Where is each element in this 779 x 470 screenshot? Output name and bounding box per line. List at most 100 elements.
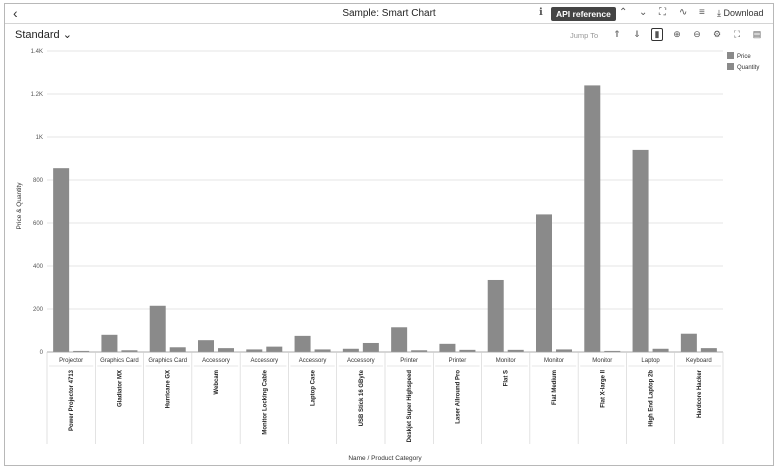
bar-quantity[interactable] xyxy=(266,346,283,352)
chart-settings-icon[interactable]: ⚙ xyxy=(712,29,722,39)
x-name-label: Webcam xyxy=(214,370,220,395)
y-tick-label: 1.4K xyxy=(31,49,43,55)
legend-swatch-quantity xyxy=(727,63,734,70)
x-name-label: High End Laptop 2b xyxy=(649,370,655,427)
legend-swatch-price xyxy=(727,52,734,59)
download-icon: ⤓ xyxy=(717,8,721,18)
x-name-label: Deskjet Super Highspeed xyxy=(407,370,413,443)
x-axis-label: Name / Product Category xyxy=(348,455,422,462)
x-axis: Projector Power Projector 4713 Graphics Ca… xyxy=(46,351,724,444)
fullscreen-icon[interactable]: ⛶ xyxy=(659,7,666,18)
x-category-label: Accessory xyxy=(202,358,230,364)
x-category-label: Monitor xyxy=(496,358,516,364)
bar-price[interactable] xyxy=(391,327,408,352)
bar-quantity[interactable] xyxy=(73,350,90,352)
bar-quantity[interactable] xyxy=(169,347,186,352)
header-bar: ‹ Sample: Smart Chart ℹ API reference ⌃ … xyxy=(5,4,773,24)
fullscreen-icon[interactable]: ⛶ xyxy=(733,29,741,39)
x-name-label: Hurricane GX xyxy=(166,370,172,408)
x-name-label: Power Projector 4713 xyxy=(69,369,75,431)
bar-quantity[interactable] xyxy=(121,350,138,352)
y-tick-label: 1K xyxy=(36,135,43,141)
x-name-label: Monitor Locking Cable xyxy=(262,369,268,434)
chevron-up-icon[interactable]: ⌃ xyxy=(619,7,628,18)
legend-label-quantity: Quantity xyxy=(737,65,759,71)
bar-price[interactable] xyxy=(487,279,504,352)
x-category-label: Graphics Card xyxy=(100,358,139,364)
bar-quantity[interactable] xyxy=(652,348,669,352)
x-name-label: Flat X-large II xyxy=(600,370,606,408)
y-tick-label: 400 xyxy=(33,264,44,270)
legend-toggle-icon[interactable]: ▮ xyxy=(651,28,663,41)
x-category-label: Accessory xyxy=(299,358,327,364)
legend-label-price: Price xyxy=(737,54,751,60)
info-icon[interactable]: ℹ xyxy=(539,7,543,18)
bar-price[interactable] xyxy=(149,305,166,352)
x-name-label: Flat S xyxy=(504,370,510,386)
x-name-label: USB Stick 16 GByte xyxy=(359,369,365,426)
settings-list-icon[interactable]: ≡ xyxy=(699,7,705,18)
zoom-in-icon[interactable]: ⊕ xyxy=(673,29,681,39)
jump-to-button[interactable]: Jump To xyxy=(570,31,599,40)
download-label: Download xyxy=(723,8,764,18)
bar-quantity[interactable] xyxy=(411,350,428,352)
bar-price[interactable] xyxy=(439,343,456,352)
x-name-label: Laptop Case xyxy=(311,369,317,406)
chart-toolbar: Standard ⌄ Jump To ⇑ ⇓ ▮ ⊕ ⊖ ⚙ ⛶ ▤ xyxy=(5,24,773,46)
bar-quantity[interactable] xyxy=(556,349,572,352)
bar-quantity[interactable] xyxy=(459,349,476,352)
drill-up-icon[interactable]: ⇑ xyxy=(613,29,621,39)
bar-price[interactable] xyxy=(53,168,70,352)
bar-quantity[interactable] xyxy=(314,349,331,352)
bar-quantity[interactable] xyxy=(507,349,524,352)
y-tick-label: 0 xyxy=(40,350,44,356)
bar-quantity[interactable] xyxy=(604,350,621,352)
legend: Price Quantity xyxy=(727,52,759,71)
x-category-label: Printer xyxy=(400,358,418,364)
download-button[interactable]: ⤓ Download xyxy=(717,8,764,19)
bar-price[interactable] xyxy=(536,214,552,352)
api-reference-button[interactable]: API reference xyxy=(551,7,616,21)
bar-price[interactable] xyxy=(342,348,359,352)
bar-price[interactable] xyxy=(294,335,311,352)
y-tick-label: 200 xyxy=(33,307,44,313)
bar-price[interactable] xyxy=(632,149,649,352)
drill-down-icon[interactable]: ⇓ xyxy=(633,29,641,39)
variant-selector[interactable]: Standard ⌄ xyxy=(15,28,72,41)
page-title: Sample: Smart Chart xyxy=(342,8,436,19)
y-axis-label: Price & Quantity xyxy=(16,182,23,230)
zoom-out-icon[interactable]: ⊖ xyxy=(693,29,701,39)
bar-price[interactable] xyxy=(680,333,697,352)
x-name-label: Hardcore Hacker xyxy=(697,369,703,418)
bar-price[interactable] xyxy=(246,349,263,352)
x-category-label: Accessory xyxy=(250,358,278,364)
y-axis: 0 200 400 600 800 1K 1.2K 1.4K xyxy=(31,49,44,356)
x-name-label: Flat Medium xyxy=(552,370,558,405)
bar-quantity[interactable] xyxy=(218,348,234,352)
x-category-label: Monitor xyxy=(592,358,612,364)
bar-price[interactable] xyxy=(198,340,214,352)
x-name-label: Laser Allround Pro xyxy=(455,370,461,424)
chart-type-icon[interactable]: ▤ xyxy=(752,29,762,39)
variant-label: Standard xyxy=(15,29,60,41)
x-category-label: Monitor xyxy=(544,358,564,364)
x-name-label: Gladiator MX xyxy=(117,370,123,407)
chevron-down-icon: ⌄ xyxy=(62,29,72,41)
grid-lines xyxy=(47,50,723,353)
x-category-label: Projector xyxy=(59,358,83,364)
chevron-down-icon[interactable]: ⌄ xyxy=(639,7,648,18)
x-category-label: Accessory xyxy=(347,358,375,364)
bar-quantity[interactable] xyxy=(700,348,717,352)
link-icon[interactable]: ∿ xyxy=(679,7,688,18)
bar-price[interactable] xyxy=(584,85,601,353)
back-icon[interactable]: ‹ xyxy=(13,5,18,21)
x-category-label: Laptop xyxy=(641,358,660,364)
chart-area: 0 200 400 600 800 1K 1.2K 1.4K Price & Quantity… xyxy=(16,49,759,462)
bar-price[interactable] xyxy=(101,334,118,352)
x-category-label: Graphics Card xyxy=(148,358,187,364)
y-tick-label: 600 xyxy=(33,221,44,227)
x-category-label: Keyboard xyxy=(686,358,712,364)
y-tick-label: 800 xyxy=(33,178,44,184)
bars xyxy=(53,85,717,353)
bar-quantity[interactable] xyxy=(362,342,379,352)
